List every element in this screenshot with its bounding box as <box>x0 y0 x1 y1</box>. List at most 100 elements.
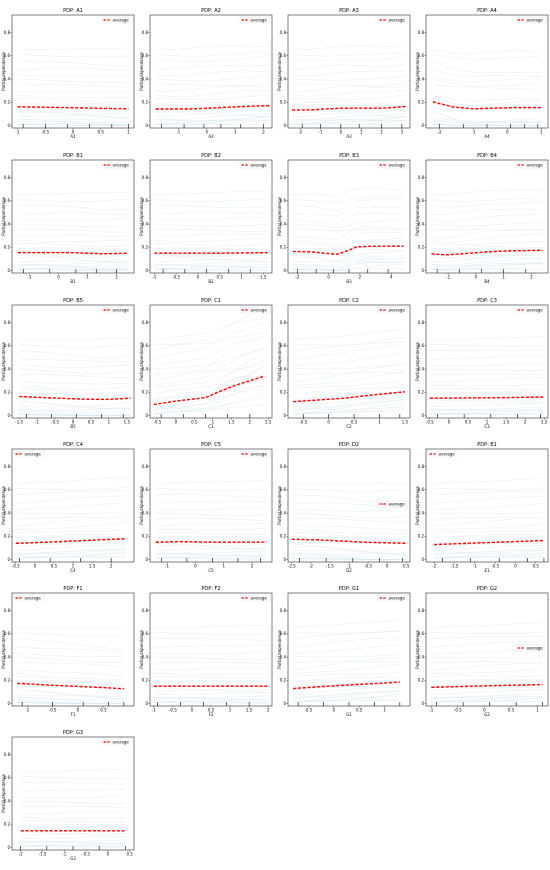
x-tick-label: 1 <box>378 420 381 425</box>
pdp-chart: PDP: G2 0 0.2 0.4 0.6 0.8 -1 -0.5 0 0.5 1 G2 Partial… <box>415 586 549 717</box>
x-tick-label: 0 <box>175 420 178 425</box>
ice-curve <box>434 556 544 559</box>
ice-curve <box>291 554 407 560</box>
ice-curve <box>155 500 267 504</box>
ice-curve <box>19 350 131 359</box>
ice-curve <box>293 363 405 383</box>
ice-curve <box>17 697 124 700</box>
x-tick-label: -0.5 <box>172 275 180 280</box>
ice-curves <box>293 620 400 703</box>
x-axis-label: A2 <box>208 134 214 139</box>
x-tick-label: 0.5 <box>208 708 215 713</box>
ice-curve <box>20 831 126 834</box>
y-tick-label: 0.6 <box>418 487 425 492</box>
ice-curve <box>153 673 269 675</box>
y-tick-label: 0 <box>7 268 10 273</box>
ice-curves <box>153 308 265 415</box>
pdp-chart: PDP: A2 0 0.2 0.4 0.6 0.8 -1 0 1 2 A2 Partial depen… <box>139 8 273 139</box>
x-axis-label: A3 <box>346 134 352 139</box>
y-tick-label: 0.8 <box>4 464 11 469</box>
ice-curve <box>17 265 129 270</box>
ice-curve <box>432 120 542 126</box>
ice-curve <box>153 676 269 679</box>
x-tick-label: 3 <box>401 130 404 135</box>
ice-curve <box>431 641 543 648</box>
ice-curve <box>153 335 265 366</box>
ice-curve <box>434 538 544 543</box>
y-tick-label: 0.2 <box>418 534 425 539</box>
x-tick-label: 1.5 <box>228 420 235 425</box>
ice-curve <box>17 653 124 657</box>
y-axis-label: Partial dependence <box>1 630 6 669</box>
ice-curve <box>292 198 404 212</box>
ice-curve <box>429 399 545 402</box>
legend-label: average <box>25 451 42 456</box>
ice-curve <box>155 90 270 97</box>
average-line <box>155 540 267 543</box>
ice-curve <box>431 697 543 703</box>
ice-curve <box>431 249 543 254</box>
pdp-panel: PDP: A1 0 0.2 0.4 0.6 0.8 -1 -0.5 0 0.5 1 A1 Partial… <box>1 3 139 148</box>
ice-curve <box>19 359 131 362</box>
ice-curve <box>155 86 270 93</box>
x-axis-label: G1 <box>346 712 352 717</box>
legend: average <box>377 16 409 24</box>
legend-box <box>515 161 547 169</box>
plot-frame <box>425 448 549 563</box>
ice-curve <box>431 257 543 263</box>
y-tick-label: 0.4 <box>418 366 425 371</box>
y-axis-label: Partial dependence <box>139 486 144 525</box>
ice-curve <box>432 54 542 60</box>
ice-curve <box>17 218 129 221</box>
ice-curve <box>17 632 124 637</box>
x-tick-label: -2 <box>298 130 302 135</box>
legend-label: average <box>113 17 130 22</box>
ice-curve <box>429 362 545 366</box>
ice-curve <box>15 502 127 510</box>
ice-curve <box>291 536 407 542</box>
ice-curve <box>155 119 270 125</box>
x-tick-label: 1 <box>502 275 505 280</box>
y-tick-label: 0 <box>145 123 148 128</box>
ice-curve <box>15 552 127 555</box>
legend: average <box>239 16 271 24</box>
ice-curve <box>17 122 129 126</box>
ice-curve <box>153 332 265 345</box>
x-tick-label: 2 <box>380 130 383 135</box>
ice-curve <box>431 690 543 696</box>
ice-curve <box>153 683 269 687</box>
ice-curve <box>293 663 400 674</box>
legend-label: average <box>389 501 406 506</box>
ice-curve <box>17 627 124 629</box>
ice-curve <box>15 544 127 552</box>
ice-curve <box>432 98 542 108</box>
average-line <box>293 391 405 403</box>
legend: average <box>101 306 133 314</box>
x-tick-label: -1 <box>429 708 433 713</box>
ice-curve <box>17 75 129 77</box>
plot-frame <box>149 448 273 563</box>
x-tick-label: 0 <box>386 564 389 569</box>
ice-curve <box>431 632 543 634</box>
ice-curve <box>431 248 543 259</box>
ice-curve <box>293 395 405 408</box>
ice-curve <box>17 687 124 698</box>
ice-curve <box>293 654 400 658</box>
ice-curve <box>17 95 129 98</box>
ice-curve <box>19 408 131 411</box>
y-tick-label: 0.6 <box>4 631 11 636</box>
ice-curves <box>292 188 404 271</box>
ice-curve <box>153 656 269 660</box>
legend-label: average <box>527 645 544 650</box>
legend-box <box>101 161 133 169</box>
x-tick-label: -0.5 <box>12 564 20 569</box>
ice-curve <box>291 518 407 523</box>
average-line <box>17 106 129 110</box>
ice-curve <box>431 696 543 703</box>
y-tick-label: 0 <box>7 845 10 850</box>
y-tick-label: 0.4 <box>280 221 287 226</box>
ice-curve <box>292 94 406 100</box>
ice-curve <box>17 246 129 251</box>
legend-box <box>13 450 45 458</box>
ice-curve <box>155 543 267 546</box>
